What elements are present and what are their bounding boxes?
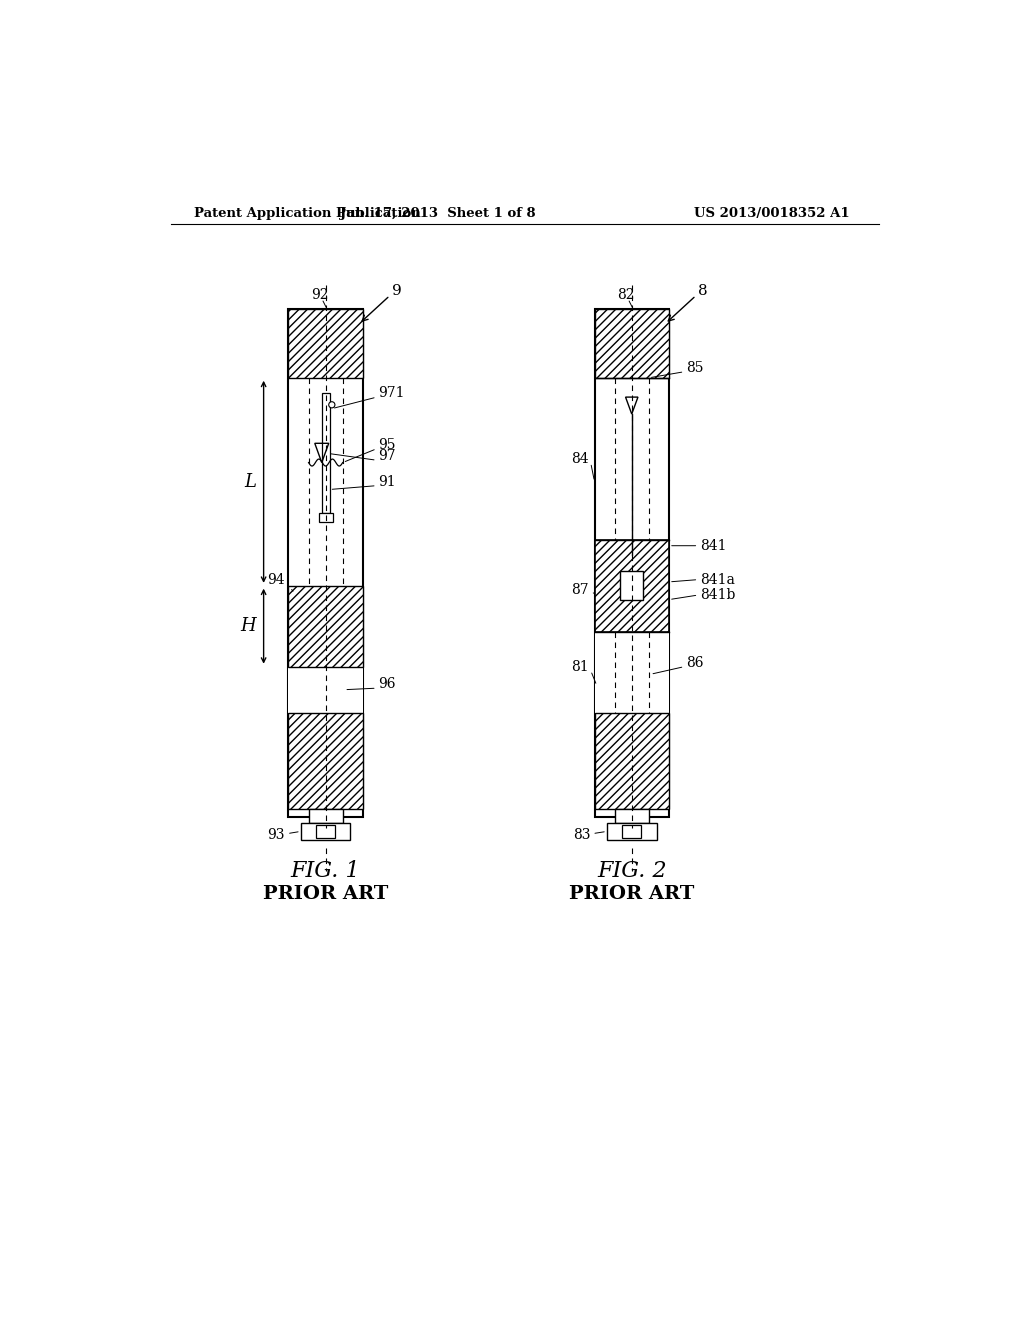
Text: FIG. 1: FIG. 1 [291,859,360,882]
Text: 92: 92 [310,289,328,302]
Bar [614,809,649,822]
Bar [308,809,343,822]
Text: 9: 9 [392,284,402,298]
Bar [318,512,333,521]
Bar [289,309,362,378]
Text: PRIOR ART: PRIOR ART [263,884,388,903]
Bar [595,540,669,632]
Text: US 2013/0018352 A1: US 2013/0018352 A1 [693,207,849,220]
Text: 97: 97 [378,449,396,463]
Bar [289,309,362,817]
Text: 81: 81 [570,660,589,673]
Bar [316,825,335,838]
Text: FIG. 2: FIG. 2 [597,859,667,882]
Bar [595,632,669,713]
Text: 96: 96 [378,677,396,692]
Text: 94: 94 [267,573,285,586]
Bar [607,822,656,840]
Text: 86: 86 [686,656,703,669]
Text: 84: 84 [570,451,589,466]
Bar [621,572,643,601]
Bar [322,393,330,512]
Text: L: L [244,473,256,491]
Text: 841b: 841b [700,587,735,602]
Text: 95: 95 [378,438,396,451]
Bar [595,309,669,817]
Text: 85: 85 [686,360,703,375]
Text: 841: 841 [700,539,726,553]
Circle shape [329,401,335,408]
Bar [595,309,669,378]
Text: 93: 93 [267,828,285,842]
Text: PRIOR ART: PRIOR ART [569,884,694,903]
Bar [301,822,350,840]
Bar [289,667,362,713]
Text: 87: 87 [570,582,589,597]
Text: 8: 8 [698,284,708,298]
Bar [289,713,362,809]
Bar [595,713,669,809]
Text: Jan. 17, 2013  Sheet 1 of 8: Jan. 17, 2013 Sheet 1 of 8 [340,207,536,220]
Text: Patent Application Publication: Patent Application Publication [194,207,421,220]
Text: 841a: 841a [700,573,735,586]
Text: 971: 971 [378,387,404,400]
Text: 91: 91 [378,475,396,488]
Bar [289,586,362,667]
Text: 83: 83 [573,828,591,842]
Text: H: H [240,618,256,635]
Text: 82: 82 [616,289,634,302]
Bar [623,825,641,838]
